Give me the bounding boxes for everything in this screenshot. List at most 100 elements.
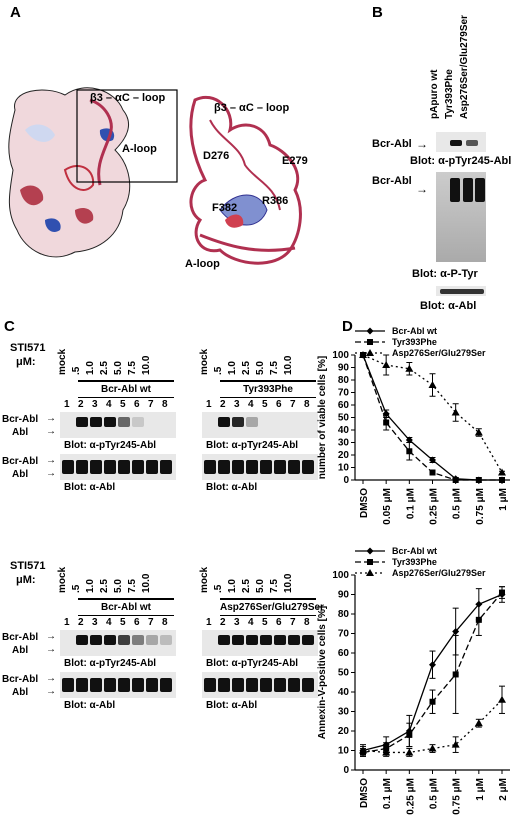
y-tick-label: 50 [338, 668, 350, 679]
band-label-abl: Abl [12, 427, 29, 438]
blot-band [62, 460, 74, 474]
dose-bar [220, 598, 316, 600]
x-tick-label: 0.25 μM [405, 778, 416, 815]
dose-label: 7.5 [127, 579, 138, 593]
blot-band [232, 460, 244, 474]
blot-band [274, 678, 286, 692]
dose-label: 2.5 [99, 579, 110, 593]
box-loop-label: β3 – αC – loop [90, 92, 166, 104]
right-aloop-label: A-loop [185, 258, 220, 270]
blot-band [246, 635, 258, 645]
lane-number: 8 [162, 399, 168, 410]
lane-number: 5 [262, 617, 268, 628]
lane-number: 2 [220, 399, 226, 410]
lane-number: 6 [276, 617, 282, 628]
lane-number: 6 [276, 399, 282, 410]
dose-label: 2.5 [241, 579, 252, 593]
blot-band [232, 417, 244, 427]
x-tick-label: 0.5 μM [429, 778, 440, 809]
blot-b2 [436, 172, 486, 262]
dose-label: 1.0 [227, 579, 238, 593]
band-label-bcr-abl: Bcr-Abl [2, 632, 39, 643]
arrow-icon: → [416, 137, 428, 151]
band-label-abl: Abl [12, 469, 29, 480]
data-point [429, 469, 436, 476]
y-tick-label: 100 [332, 350, 349, 361]
data-point [452, 477, 459, 483]
dose-label: 7.5 [269, 361, 280, 375]
lane-number: 1 [64, 617, 70, 628]
data-point [405, 748, 414, 756]
panel-c-label: C [4, 318, 15, 335]
y-tick-label: 100 [332, 570, 349, 581]
data-point [499, 477, 505, 483]
band-label-bcr-abl: Bcr-Abl [2, 456, 39, 467]
legend-label: Bcr-Abl wt [392, 546, 437, 556]
data-point [451, 408, 460, 416]
data-point [452, 628, 460, 636]
lane-number: 1 [206, 617, 212, 628]
y-tick-label: 20 [338, 450, 350, 461]
legend-label: Asp276Ser/Glu279Ser [392, 348, 486, 358]
band-label-abl: Abl [12, 645, 29, 656]
lane-label-tyr393phe: Tyr393Phe [444, 69, 455, 119]
arrow-icon: → [46, 644, 56, 655]
x-tick-label: 0.1 μM [382, 778, 393, 809]
dose-label: 5.0 [255, 579, 266, 593]
dose-bar [78, 380, 174, 382]
panel-b-caption-1: Blot: α-pTyr245-Abl [410, 155, 512, 167]
panel-b-band-2: Bcr-Abl [372, 175, 412, 187]
legend-label: Tyr393Phe [392, 337, 437, 347]
legend-marker [367, 339, 373, 345]
blot-caption: Blot: α-Abl [206, 700, 258, 711]
dose-label: mock [57, 566, 68, 593]
legend-marker [366, 547, 374, 555]
y-tick-label: 10 [338, 746, 350, 757]
lane-number: 4 [106, 617, 112, 628]
dose-label: 7.5 [269, 579, 280, 593]
blot-band [118, 635, 130, 645]
dose-label: 5.0 [255, 361, 266, 375]
blot-band [104, 678, 116, 692]
lane-number: 8 [304, 399, 310, 410]
x-tick-label: 2 μM [498, 778, 509, 801]
lane-number: 5 [262, 399, 268, 410]
blot-band [90, 460, 102, 474]
blot-band [104, 417, 116, 427]
residue-d276: D276 [203, 150, 230, 162]
blot-band [146, 460, 158, 474]
title-bar [78, 397, 174, 398]
y-tick-label: 30 [338, 438, 350, 449]
lane-number: 6 [134, 399, 140, 410]
residue-f382: F382 [212, 202, 238, 214]
panel-d-label: D [342, 318, 353, 335]
y-axis-label: number of viable cells [%] [317, 356, 328, 479]
blot-band [260, 460, 272, 474]
x-tick-label: 1 μM [498, 488, 509, 511]
dose-label: 2.5 [99, 361, 110, 375]
dose-label: mock [57, 348, 68, 375]
blot-band [218, 678, 230, 692]
band-label-bcr-abl: Bcr-Abl [2, 674, 39, 685]
data-point [405, 436, 413, 444]
panel-b-label: B [372, 4, 383, 21]
y-tick-label: 0 [343, 765, 349, 776]
x-tick-label: 1 μM [475, 778, 486, 801]
data-point [474, 719, 483, 727]
unit-label: μM: [16, 356, 36, 368]
blot-caption: Blot: α-Abl [64, 482, 116, 493]
dose-label: .5 [71, 366, 82, 375]
blot-band [232, 635, 244, 645]
y-tick-label: 70 [338, 629, 350, 640]
panel-b-caption-3: Blot: α-Abl [420, 300, 477, 312]
data-point [359, 746, 367, 754]
lane-number: 7 [148, 617, 154, 628]
legend-label: Asp276Ser/Glu279Ser [392, 568, 486, 578]
data-point [451, 740, 460, 748]
lane-number: 8 [304, 617, 310, 628]
blot-band [76, 635, 88, 645]
right-loop-label: β3 – αC – loop [214, 102, 290, 114]
blot-caption: Blot: α-pTyr245-Abl [64, 440, 157, 451]
treatment-label: STI571 [10, 342, 46, 354]
data-point [499, 589, 505, 596]
